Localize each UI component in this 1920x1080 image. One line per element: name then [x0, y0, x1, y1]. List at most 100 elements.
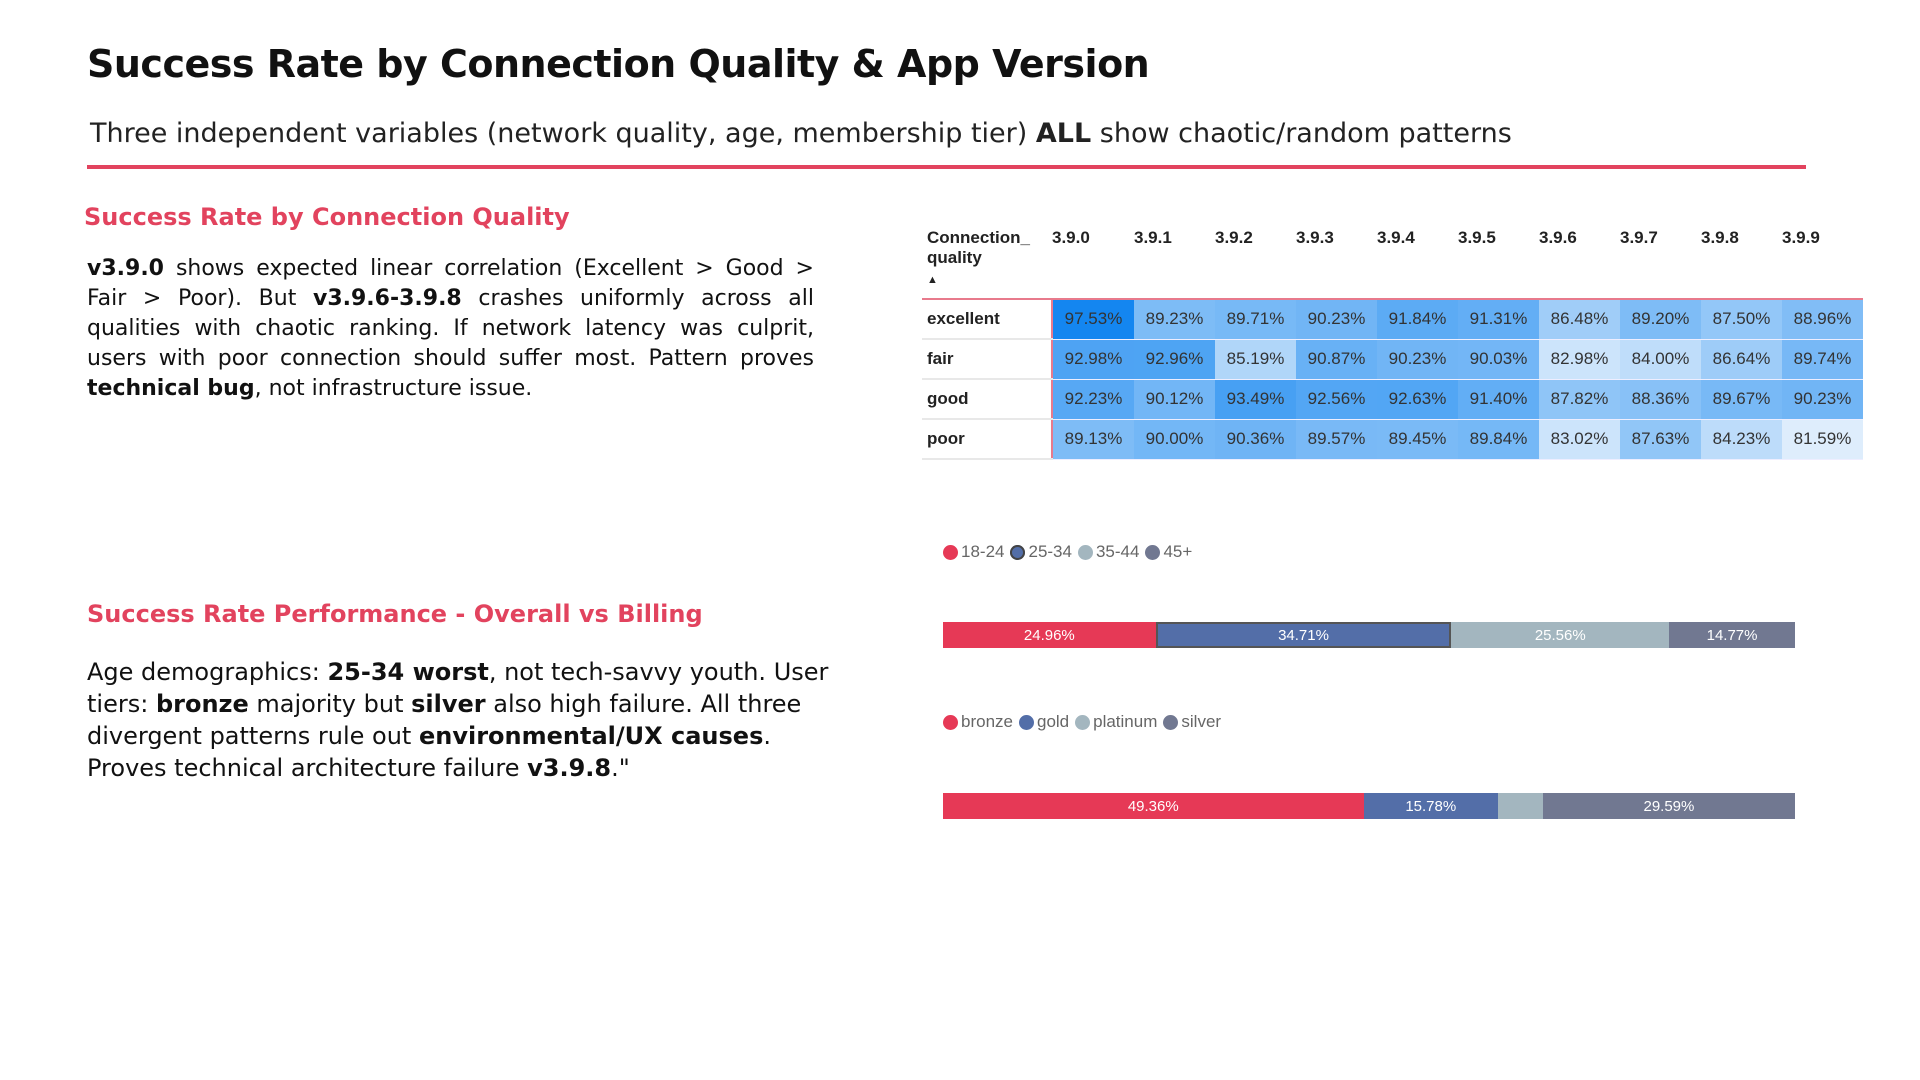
heatmap-cell[interactable]: 90.23%: [1377, 339, 1458, 380]
legend-dot-icon: [1163, 715, 1179, 731]
row-label: good: [922, 379, 1053, 420]
bar-segment-18-24[interactable]: 24.96%: [943, 622, 1156, 648]
heatmap-cell[interactable]: 91.40%: [1458, 379, 1539, 420]
column-header-3.9.3[interactable]: 3.9.3: [1296, 228, 1334, 247]
legend-label: silver: [1181, 712, 1222, 731]
heatmap-cell[interactable]: 93.49%: [1215, 379, 1296, 420]
heatmap-cell[interactable]: 90.87%: [1296, 339, 1377, 380]
body-text: , not tech-savvy youth. User tiers:: [87, 658, 829, 718]
heatmap-cell[interactable]: 82.98%: [1539, 339, 1620, 380]
row-label: poor: [922, 419, 1053, 460]
column-header-3.9.5[interactable]: 3.9.5: [1458, 228, 1496, 247]
sort-ascending-icon[interactable]: ▲: [927, 274, 938, 286]
heatmap-cell[interactable]: 88.96%: [1782, 299, 1863, 340]
legend-dot-icon: [1075, 715, 1091, 731]
legend-dot-icon: [1077, 545, 1093, 561]
heatmap-cell[interactable]: 91.84%: [1377, 299, 1458, 340]
heatmap-row: excellent 97.53% 89.23% 89.71% 90.23% 91.84% 9…: [922, 299, 1863, 340]
row-header[interactable]: Connection_ quality ▲: [922, 228, 1052, 299]
heatmap-cell[interactable]: 90.12%: [1134, 379, 1215, 420]
section-heading-connection: Success Rate by Connection Quality: [84, 203, 570, 231]
heatmap-cell[interactable]: 81.59%: [1782, 419, 1863, 460]
emphasis-text: 25-34 worst: [327, 658, 489, 686]
heatmap-cell[interactable]: 90.03%: [1458, 339, 1539, 380]
heatmap-cell[interactable]: 89.23%: [1134, 299, 1215, 340]
heatmap-matrix: Connection_ quality ▲ 3.9.0 3.9.1 3.9.2 3.9.3…: [922, 228, 1863, 460]
heatmap-cell[interactable]: 92.63%: [1377, 379, 1458, 420]
heatmap-cell[interactable]: 90.23%: [1782, 379, 1863, 420]
column-header-3.9.2[interactable]: 3.9.2: [1215, 228, 1253, 247]
emphasis-text: v3.9.6-3.9.8: [312, 286, 462, 311]
heatmap-cell[interactable]: 87.50%: [1701, 299, 1782, 340]
emphasis-text: technical bug: [87, 376, 255, 401]
column-header-3.9.4[interactable]: 3.9.4: [1377, 228, 1415, 247]
legend-item[interactable]: 18-24: [943, 542, 1004, 562]
emphasis-text: bronze: [155, 690, 249, 718]
legend-dot-icon: [943, 715, 958, 731]
legend-item[interactable]: 35-44: [1077, 542, 1139, 562]
column-header-3.9.6[interactable]: 3.9.6: [1539, 228, 1577, 247]
legend-item[interactable]: bronze: [943, 712, 1013, 732]
row-header-label: Connection_ quality: [927, 228, 1030, 267]
bar-segment-45+[interactable]: 14.77%: [1669, 622, 1795, 648]
bar-segment-35-44[interactable]: 25.56%: [1451, 622, 1670, 648]
bar-segment-silver[interactable]: 29.59%: [1542, 793, 1795, 819]
legend-item[interactable]: silver: [1163, 712, 1221, 732]
heatmap-cell[interactable]: 90.00%: [1134, 419, 1215, 460]
emphasis-text: v3.9.8: [527, 754, 612, 782]
legend-item[interactable]: gold: [1018, 712, 1069, 732]
heatmap-cell[interactable]: 88.36%: [1620, 379, 1701, 420]
heatmap-cell[interactable]: 89.13%: [1052, 419, 1134, 460]
body-text: shows expected linear correlation (Excel…: [87, 256, 814, 311]
heatmap-cell[interactable]: 89.71%: [1215, 299, 1296, 340]
column-header-3.9.0[interactable]: 3.9.0: [1052, 228, 1090, 247]
column-header-3.9.1[interactable]: 3.9.1: [1134, 228, 1172, 247]
heatmap-cell[interactable]: 90.36%: [1215, 419, 1296, 460]
heatmap-cell[interactable]: 91.31%: [1458, 299, 1539, 340]
bar-segment-platinum[interactable]: [1497, 793, 1543, 819]
heatmap-cell[interactable]: 89.20%: [1620, 299, 1701, 340]
section-heading-performance: Success Rate Performance - Overall vs Bi…: [87, 600, 703, 628]
heatmap-cell[interactable]: 90.23%: [1296, 299, 1377, 340]
age-stacked-bar: 24.96% 34.71% 25.56% 14.77%: [943, 622, 1795, 648]
emphasis-text: environmental/UX causes: [418, 722, 764, 750]
bar-segment-25-34[interactable]: 34.71%: [1155, 622, 1452, 648]
heatmap-cell[interactable]: 89.74%: [1782, 339, 1863, 380]
heatmap-cell[interactable]: 86.64%: [1701, 339, 1782, 380]
row-label: excellent: [922, 299, 1053, 340]
heatmap-cell[interactable]: 92.96%: [1134, 339, 1215, 380]
tier-stacked-bar: 49.36% 15.78% 29.59%: [943, 793, 1795, 819]
bar-segment-bronze[interactable]: 49.36%: [943, 793, 1364, 819]
heatmap-cell[interactable]: 85.19%: [1215, 339, 1296, 380]
body-text: crashes uniformly across all qualities w…: [87, 286, 814, 371]
heatmap-cell[interactable]: 87.82%: [1539, 379, 1620, 420]
age-legend: 18-24 25-34 35-44 45+: [943, 542, 1192, 562]
heatmap-cell[interactable]: 83.02%: [1539, 419, 1620, 460]
body-text: .": [611, 754, 630, 782]
heatmap-cell[interactable]: 84.00%: [1620, 339, 1701, 380]
heatmap-cell[interactable]: 86.48%: [1539, 299, 1620, 340]
heatmap-cell[interactable]: 89.84%: [1458, 419, 1539, 460]
legend-item[interactable]: platinum: [1075, 712, 1157, 732]
legend-item[interactable]: 25-34: [1010, 542, 1072, 562]
heatmap-cell[interactable]: 89.67%: [1701, 379, 1782, 420]
legend-dot-icon: [943, 545, 958, 561]
column-header-3.9.9[interactable]: 3.9.9: [1782, 228, 1820, 247]
heatmap-cell[interactable]: 97.53%: [1052, 299, 1134, 340]
column-header-3.9.7[interactable]: 3.9.7: [1620, 228, 1658, 247]
heatmap-cell[interactable]: 92.56%: [1296, 379, 1377, 420]
tier-legend: bronze gold platinum silver: [943, 712, 1221, 732]
heatmap-cell[interactable]: 87.63%: [1620, 419, 1701, 460]
heatmap-cell[interactable]: 92.98%: [1052, 339, 1134, 380]
row-label: fair: [922, 339, 1053, 380]
page-title: Success Rate by Connection Quality & App…: [87, 42, 1150, 86]
heatmap-cell[interactable]: 92.23%: [1052, 379, 1134, 420]
column-header-3.9.8[interactable]: 3.9.8: [1701, 228, 1739, 247]
legend-item[interactable]: 45+: [1145, 542, 1192, 562]
body-text: majority but: [248, 690, 412, 718]
heatmap-cell[interactable]: 89.57%: [1296, 419, 1377, 460]
body-text: , not infrastructure issue.: [254, 376, 533, 401]
heatmap-cell[interactable]: 84.23%: [1701, 419, 1782, 460]
heatmap-cell[interactable]: 89.45%: [1377, 419, 1458, 460]
bar-segment-gold[interactable]: 15.78%: [1363, 793, 1498, 819]
